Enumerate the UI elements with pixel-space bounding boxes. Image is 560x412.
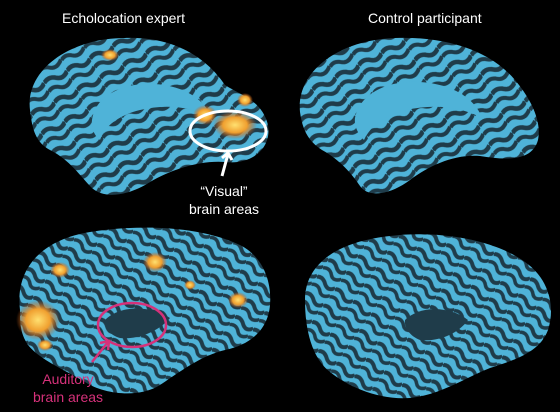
control-lateral-brain (305, 234, 552, 399)
expert-medial-brain (29, 37, 269, 195)
visual-areas-label: “Visual” brain areas (174, 182, 274, 218)
visual-label-line2: brain areas (188, 201, 260, 217)
auditory-label-line2: brain areas (32, 389, 104, 405)
expert-lateral-brain (16, 227, 271, 394)
auditory-arrow (91, 339, 111, 363)
visual-arrow (220, 150, 234, 177)
auditory-areas-label: Auditory brain areas (18, 370, 118, 406)
visual-label-line1: “Visual” (200, 183, 248, 199)
visual-areas-outline (188, 109, 268, 153)
heading-control: Control participant (368, 10, 482, 26)
auditory-areas-outline (96, 301, 168, 349)
auditory-label-line1: Auditory (42, 371, 94, 387)
control-medial-brain (299, 37, 539, 194)
heading-expert: Echolocation expert (62, 10, 185, 26)
